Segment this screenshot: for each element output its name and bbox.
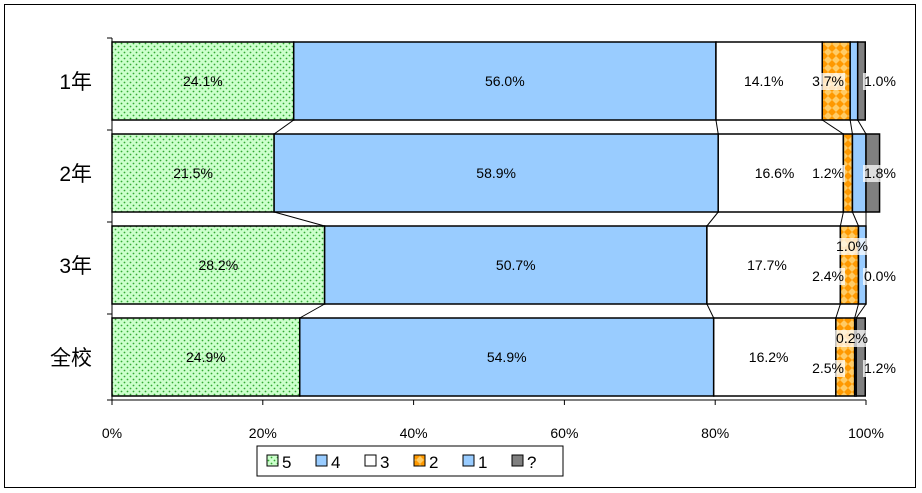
bar-segment-5 [111, 133, 275, 213]
data-label: 16.6% [755, 165, 795, 181]
series-connector-line [706, 211, 719, 227]
legend: 5 4 3 2 1? [256, 445, 564, 477]
series-connector-line [715, 119, 719, 135]
x-tick-label: 0% [102, 425, 122, 441]
legend-swatch [462, 454, 475, 467]
data-label: 28.2% [198, 257, 238, 273]
data-label: 56.0% [485, 73, 525, 89]
data-label-background [811, 73, 845, 90]
data-label: 17.7% [747, 257, 787, 273]
series-connector-line [854, 303, 859, 319]
bar-segment-3 [712, 317, 837, 397]
legend-label: 1 [478, 453, 487, 472]
bar-segment-4 [273, 133, 719, 213]
data-label-background [835, 330, 869, 347]
data-label: 1.0% [836, 238, 868, 254]
data-label: 0.0% [864, 268, 896, 284]
data-label-background [811, 268, 845, 285]
data-label: 24.1% [183, 73, 223, 89]
series-connector-line [857, 119, 867, 135]
data-label-background [863, 165, 897, 182]
data-label-background [863, 268, 897, 285]
legend-label: ? [527, 453, 536, 472]
legend-swatch [413, 454, 426, 467]
series-connector-line [839, 211, 844, 227]
legend-label: 4 [331, 453, 340, 472]
data-label-background [863, 360, 897, 377]
data-label: 14.1% [744, 73, 784, 89]
data-label: 16.2% [749, 349, 789, 365]
series-connector-line [849, 119, 853, 135]
data-label: 1.2% [812, 165, 844, 181]
data-label-background [835, 238, 869, 255]
series-connector-line [273, 119, 295, 135]
legend-swatch [266, 454, 279, 467]
bar-segment-4 [323, 225, 708, 305]
data-label: 3.7% [812, 73, 844, 89]
data-label: 54.9% [487, 349, 527, 365]
legend-swatch [315, 454, 328, 467]
data-label-background [863, 73, 897, 90]
legend-label: 2 [429, 453, 438, 472]
category-label: 1年 [59, 71, 92, 94]
series-connector-line [706, 303, 715, 319]
data-label: 50.7% [496, 257, 536, 273]
data-label: 2.4% [812, 268, 844, 284]
series-connector-line [835, 303, 841, 319]
bar-segment-? [855, 317, 866, 397]
data-label: 1.8% [864, 165, 896, 181]
x-tick-label: 40% [400, 425, 428, 441]
data-label: 58.9% [476, 165, 516, 181]
bar-segment-3 [706, 225, 842, 305]
x-tick-label: 80% [701, 425, 729, 441]
data-label: 1.0% [864, 73, 896, 89]
data-label: 2.5% [812, 360, 844, 376]
data-label: 24.9% [186, 349, 226, 365]
data-label: 1.2% [864, 360, 896, 376]
legend-swatch [511, 454, 524, 467]
bar-segment-1 [849, 41, 859, 121]
data-label: 21.5% [173, 165, 213, 181]
x-tick-label: 100% [848, 425, 884, 441]
x-tick-label: 20% [249, 425, 277, 441]
series-connector-line [273, 211, 325, 227]
category-label: 2年 [59, 163, 92, 186]
category-label: 全校 [50, 347, 92, 370]
series-connector-line [821, 119, 844, 135]
bar-segment-3 [715, 41, 824, 121]
bar-segment-5 [111, 317, 301, 397]
legend-label: 5 [282, 453, 291, 472]
x-tick-label: 60% [550, 425, 578, 441]
legend-swatch [364, 454, 377, 467]
bar-segment-4 [298, 317, 715, 397]
data-label-background [811, 165, 845, 182]
series-connector-line [855, 303, 867, 319]
category-label: 3年 [59, 255, 92, 278]
legend-label: 3 [380, 453, 389, 472]
data-label-background [811, 360, 845, 377]
data-label: 0.2% [836, 330, 868, 346]
series-connector-line [299, 303, 325, 319]
bar-segment-1 [857, 225, 867, 305]
series-connector-line [851, 211, 859, 227]
